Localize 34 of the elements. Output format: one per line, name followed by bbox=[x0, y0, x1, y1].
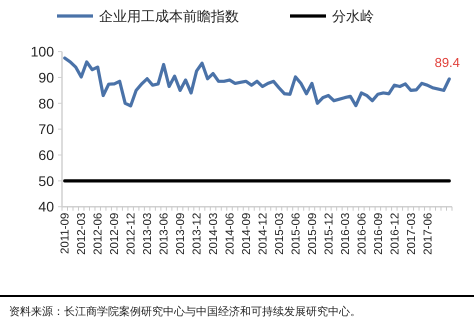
x-tick-label: 2013-12 bbox=[192, 212, 204, 255]
y-tick-label: 80 bbox=[38, 95, 54, 112]
x-tick-label: 2012-12 bbox=[126, 212, 138, 255]
x-tick-label: 2017-03 bbox=[406, 212, 418, 255]
y-tick-label: 90 bbox=[38, 69, 54, 86]
y-tick-label: 60 bbox=[38, 147, 54, 163]
x-tick-label: 2013-06 bbox=[158, 212, 171, 255]
x-tick-label: 2017-06 bbox=[422, 212, 434, 255]
x-tick-label: 2016-12 bbox=[389, 212, 402, 255]
x-tick-label: 2011-09 bbox=[60, 212, 72, 254]
x-tick-label: 2015-06 bbox=[290, 212, 302, 255]
legend-label: 企业用工成本前瞻指数 bbox=[99, 8, 239, 24]
y-tick-label: 70 bbox=[38, 121, 54, 138]
y-tick-label: 100 bbox=[30, 44, 54, 60]
x-tick-label: 2015-03 bbox=[274, 212, 286, 255]
x-tick-label: 2012-09 bbox=[109, 212, 122, 255]
x-tick-label: 2014-12 bbox=[257, 212, 270, 255]
x-tick-label: 2012-03 bbox=[76, 212, 88, 255]
x-tick-label: 2016-09 bbox=[372, 212, 385, 255]
legend-label: 分水岭 bbox=[332, 8, 374, 24]
y-tick-label: 40 bbox=[38, 198, 54, 215]
x-tick-label: 2012-06 bbox=[92, 212, 105, 255]
x-tick-label: 2013-03 bbox=[142, 212, 154, 255]
y-tick-label: 50 bbox=[38, 172, 54, 189]
x-tick-label: 2013-09 bbox=[175, 212, 188, 255]
text: 资料来源：长江商学院案例研究中心与中国经济和可持续发展研究中心。 bbox=[9, 305, 361, 318]
x-tick-label: 2015-12 bbox=[323, 212, 336, 255]
x-tick-label: 2014-06 bbox=[224, 212, 237, 255]
x-tick-label: 2014-09 bbox=[241, 212, 254, 255]
x-tick-label: 2014-03 bbox=[208, 212, 220, 255]
x-tick-label: 2016-03 bbox=[340, 212, 352, 255]
data-label: 89.4 bbox=[434, 55, 460, 70]
x-tick-label: 2015-09 bbox=[306, 212, 319, 255]
x-tick-label: 2016-06 bbox=[356, 212, 368, 255]
